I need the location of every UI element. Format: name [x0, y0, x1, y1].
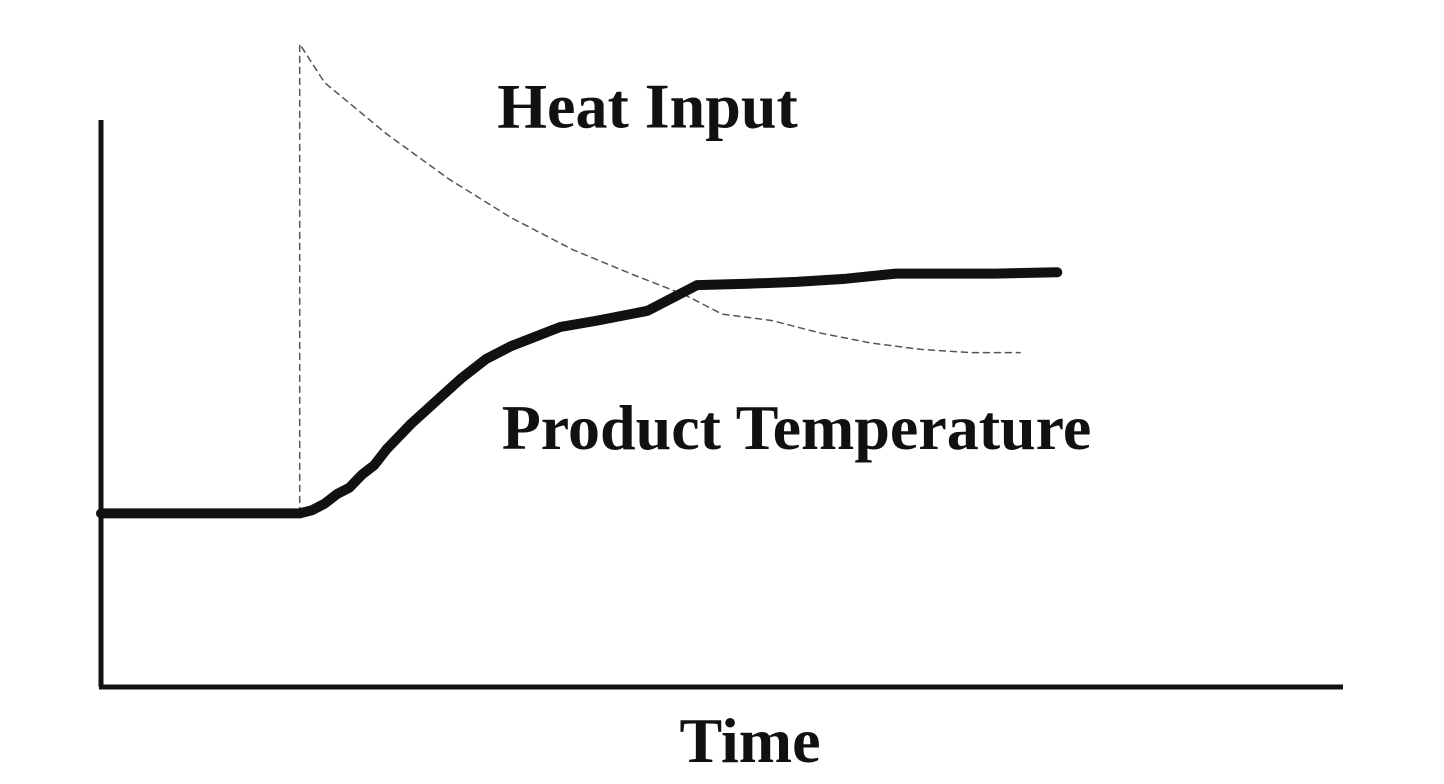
series-layer [96, 43, 1063, 519]
series-line-0 [298, 43, 1021, 515]
x-axis-label: Time [679, 705, 820, 776]
annotation-label-0: Heat Input [497, 71, 798, 142]
annotation-layer: Heat Input Product Temperature [497, 71, 1091, 464]
series-line-1 [96, 267, 1063, 519]
annotation-label-1: Product Temperature [502, 392, 1092, 463]
